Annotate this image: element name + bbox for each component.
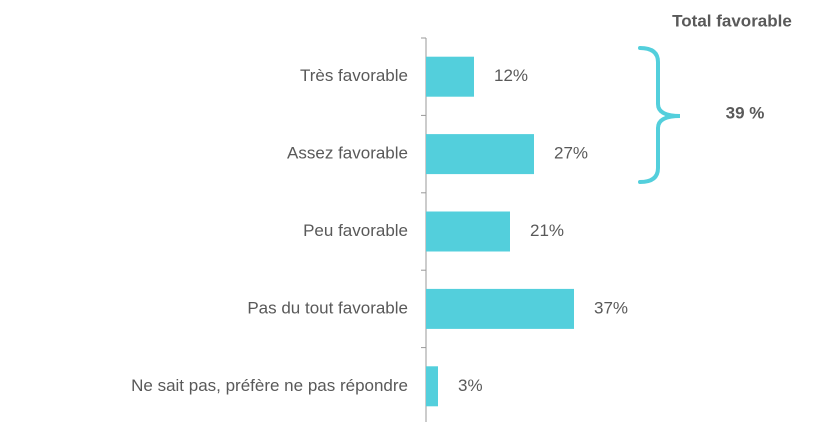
bar: [426, 288, 574, 329]
category-label: Ne sait pas, préfère ne pas répondre: [131, 376, 408, 395]
total-value: 39 %: [726, 103, 765, 122]
category-label: Très favorable: [300, 66, 408, 85]
value-label: 27%: [554, 144, 588, 163]
bar: [426, 366, 438, 407]
value-label: 37%: [594, 298, 628, 317]
category-label: Pas du tout favorable: [247, 298, 408, 317]
bar: [426, 134, 534, 175]
value-label: 12%: [494, 66, 528, 85]
brace: [638, 46, 681, 184]
bar: [426, 211, 510, 252]
category-label: Assez favorable: [287, 144, 408, 163]
value-label: 21%: [530, 221, 564, 240]
value-label: 3%: [458, 376, 483, 395]
total-title: Total favorable: [672, 11, 792, 30]
bar: [426, 56, 474, 97]
category-label: Peu favorable: [303, 221, 408, 240]
